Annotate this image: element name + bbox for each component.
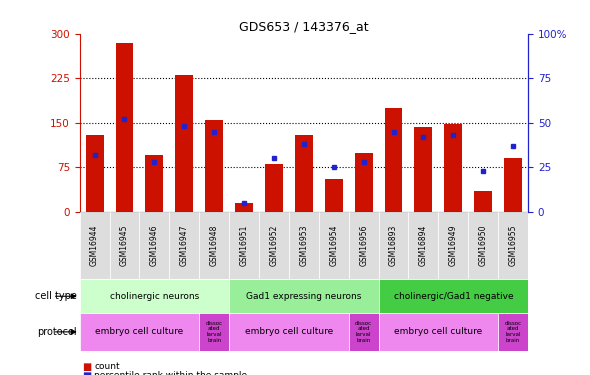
Bar <box>80 212 110 279</box>
Bar <box>199 212 229 279</box>
Bar <box>139 212 169 279</box>
Bar <box>80 313 199 351</box>
Text: ■: ■ <box>83 362 92 372</box>
Bar <box>169 212 199 279</box>
Bar <box>295 135 313 212</box>
Bar <box>229 279 379 313</box>
Text: embryo cell culture: embryo cell culture <box>394 327 483 336</box>
Text: GSM16953: GSM16953 <box>299 225 309 266</box>
Bar <box>175 75 194 212</box>
Bar <box>438 212 468 279</box>
Bar <box>349 212 379 279</box>
Bar <box>199 313 229 351</box>
Bar <box>110 212 139 279</box>
Bar <box>504 158 522 212</box>
Text: GSM16893: GSM16893 <box>389 225 398 266</box>
Bar <box>468 212 498 279</box>
Text: GSM16955: GSM16955 <box>509 225 517 266</box>
Text: GSM16951: GSM16951 <box>240 225 248 266</box>
Text: count: count <box>94 362 120 371</box>
Text: percentile rank within the sample: percentile rank within the sample <box>94 370 248 375</box>
Text: cholinergic neurons: cholinergic neurons <box>110 292 199 301</box>
Bar <box>324 179 343 212</box>
Bar <box>229 212 259 279</box>
Bar <box>414 127 432 212</box>
Bar <box>498 212 528 279</box>
Text: GSM16956: GSM16956 <box>359 225 368 266</box>
Text: embryo cell culture: embryo cell culture <box>245 327 333 336</box>
Text: GSM16954: GSM16954 <box>329 225 338 266</box>
Bar <box>498 313 528 351</box>
Text: cholinergic/Gad1 negative: cholinergic/Gad1 negative <box>394 292 513 301</box>
Bar <box>349 313 379 351</box>
Text: ■: ■ <box>83 370 92 375</box>
Bar <box>265 164 283 212</box>
Bar <box>86 135 104 212</box>
Bar <box>116 43 133 212</box>
Text: GSM16944: GSM16944 <box>90 225 99 266</box>
Bar <box>379 313 498 351</box>
Bar <box>408 212 438 279</box>
Bar <box>379 212 408 279</box>
Bar <box>235 203 253 212</box>
Text: GSM16949: GSM16949 <box>449 225 458 266</box>
Bar <box>229 313 349 351</box>
Text: GSM16945: GSM16945 <box>120 225 129 266</box>
Text: protocol: protocol <box>37 327 77 337</box>
Text: embryo cell culture: embryo cell culture <box>96 327 183 336</box>
Bar <box>444 124 463 212</box>
Bar <box>385 108 402 212</box>
Bar <box>205 120 223 212</box>
Title: GDS653 / 143376_at: GDS653 / 143376_at <box>239 20 369 33</box>
Text: cell type: cell type <box>35 291 77 301</box>
Bar <box>80 279 229 313</box>
Bar <box>319 212 349 279</box>
Bar <box>289 212 319 279</box>
Bar <box>145 156 163 212</box>
Text: dissoc
ated
larval
brain: dissoc ated larval brain <box>355 321 372 343</box>
Bar <box>474 191 492 212</box>
Text: dissoc
ated
larval
brain: dissoc ated larval brain <box>504 321 522 343</box>
Text: GSM16946: GSM16946 <box>150 225 159 266</box>
Text: GSM16948: GSM16948 <box>209 225 219 266</box>
Text: GSM16952: GSM16952 <box>270 225 278 266</box>
Bar <box>379 279 528 313</box>
Text: GSM16947: GSM16947 <box>180 225 189 266</box>
Bar <box>355 153 373 212</box>
Text: GSM16950: GSM16950 <box>478 225 488 266</box>
Text: dissoc
ated
larval
brain: dissoc ated larval brain <box>205 321 223 343</box>
Text: Gad1 expressing neurons: Gad1 expressing neurons <box>246 292 362 301</box>
Text: GSM16894: GSM16894 <box>419 225 428 266</box>
Bar <box>259 212 289 279</box>
